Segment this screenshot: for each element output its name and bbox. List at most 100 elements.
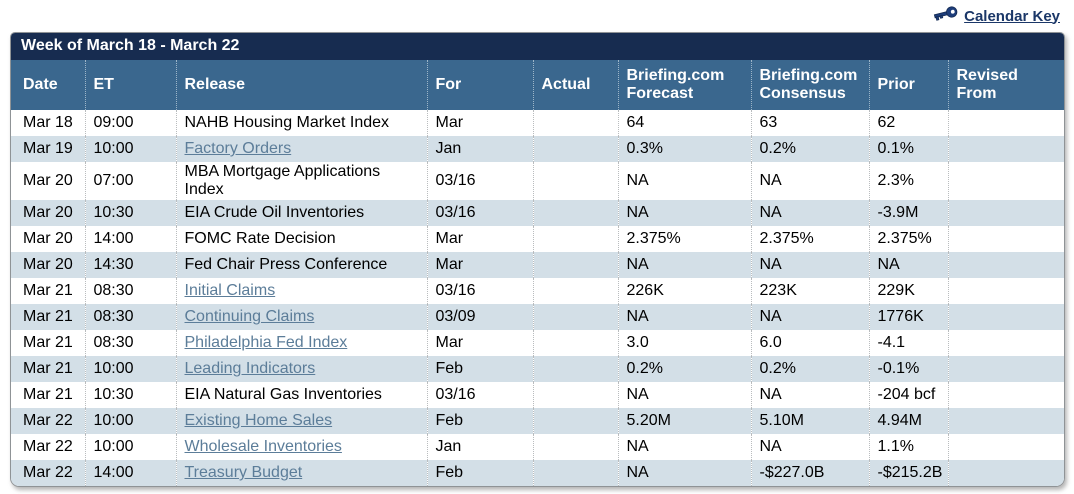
revised-cell xyxy=(948,434,1064,460)
et-cell: 14:00 xyxy=(85,460,177,486)
et-cell: 07:00 xyxy=(85,162,177,200)
prior-cell: -3.9M xyxy=(869,200,949,226)
consensus-cell: NA xyxy=(751,382,870,408)
forecast-cell: 226K xyxy=(618,278,752,304)
actual-cell xyxy=(533,278,619,304)
column-header: ET xyxy=(85,60,177,110)
date-cell: Mar 19 xyxy=(11,136,86,162)
for-cell: 03/16 xyxy=(427,278,534,304)
for-cell: 03/16 xyxy=(427,382,534,408)
release-link[interactable]: Existing Home Sales xyxy=(184,412,333,429)
actual-cell xyxy=(533,304,619,330)
forecast-cell: NA xyxy=(618,460,752,486)
release-cell: NAHB Housing Market Index xyxy=(176,110,428,136)
et-cell: 10:00 xyxy=(85,408,177,434)
revised-cell xyxy=(948,460,1064,486)
revised-cell xyxy=(948,252,1064,278)
for-cell: Jan xyxy=(427,136,534,162)
date-cell: Mar 21 xyxy=(11,356,86,382)
date-cell: Mar 21 xyxy=(11,278,86,304)
actual-cell xyxy=(533,460,619,486)
table-row: Mar 22 10:00 Existing Home Sales Feb 5.20M 5.… xyxy=(11,408,1064,434)
column-header: Actual xyxy=(533,60,619,110)
date-cell: Mar 20 xyxy=(11,252,86,278)
calendar-key-label: Calendar Key xyxy=(964,7,1060,25)
date-cell: Mar 20 xyxy=(11,226,86,252)
release-cell: FOMC Rate Decision xyxy=(176,226,428,252)
release-link[interactable]: Continuing Claims xyxy=(184,308,315,325)
date-cell: Mar 20 xyxy=(11,200,86,226)
for-cell: 03/16 xyxy=(427,162,534,200)
prior-cell: 229K xyxy=(869,278,949,304)
table-row: Mar 21 10:00 Leading Indicators Feb 0.2% 0.2%… xyxy=(11,356,1064,382)
for-cell: Mar xyxy=(427,110,534,136)
table-row: Mar 18 09:00 NAHB Housing Market Index Mar 6… xyxy=(11,110,1064,136)
calendar-key-link[interactable]: Calendar Key xyxy=(933,5,1060,27)
prior-cell: 2.375% xyxy=(869,226,949,252)
revised-cell xyxy=(948,356,1064,382)
forecast-cell: 0.3% xyxy=(618,136,752,162)
column-header: Date xyxy=(11,60,86,110)
column-header: Prior xyxy=(869,60,949,110)
release-cell: Factory Orders xyxy=(176,136,428,162)
actual-cell xyxy=(533,136,619,162)
et-cell: 10:00 xyxy=(85,434,177,460)
consensus-cell: NA xyxy=(751,162,870,200)
release-cell: Initial Claims xyxy=(176,278,428,304)
release-cell: Treasury Budget xyxy=(176,460,428,486)
for-cell: Mar xyxy=(427,330,534,356)
release-link[interactable]: Leading Indicators xyxy=(184,360,316,377)
prior-cell: -204 bcf xyxy=(869,382,949,408)
et-cell: 14:30 xyxy=(85,252,177,278)
release-cell: Fed Chair Press Conference xyxy=(176,252,428,278)
et-cell: 10:30 xyxy=(85,382,177,408)
consensus-cell: 223K xyxy=(751,278,870,304)
release-cell: MBA Mortgage Applications Index xyxy=(176,162,428,200)
actual-cell xyxy=(533,382,619,408)
release-link[interactable]: Factory Orders xyxy=(184,140,292,157)
release-link[interactable]: Treasury Budget xyxy=(184,464,303,481)
date-cell: Mar 21 xyxy=(11,330,86,356)
table-row: Mar 21 10:30 EIA Natural Gas Inventories 03… xyxy=(11,382,1064,408)
date-cell: Mar 22 xyxy=(11,408,86,434)
actual-cell xyxy=(533,226,619,252)
table-row: Mar 21 08:30 Continuing Claims 03/09 NA NA 177… xyxy=(11,304,1064,330)
actual-cell xyxy=(533,110,619,136)
forecast-cell: NA xyxy=(618,382,752,408)
release-link[interactable]: Philadelphia Fed Index xyxy=(184,334,348,351)
actual-cell xyxy=(533,356,619,382)
release-cell: Existing Home Sales xyxy=(176,408,428,434)
prior-cell: -$215.2B xyxy=(869,460,949,486)
table-row: Mar 20 14:30 Fed Chair Press Conference Mar… xyxy=(11,252,1064,278)
forecast-cell: NA xyxy=(618,200,752,226)
et-cell: 14:00 xyxy=(85,226,177,252)
consensus-cell: NA xyxy=(751,304,870,330)
for-cell: 03/09 xyxy=(427,304,534,330)
date-cell: Mar 21 xyxy=(11,304,86,330)
release-link[interactable]: Wholesale Inventories xyxy=(184,438,342,455)
forecast-cell: 3.0 xyxy=(618,330,752,356)
revised-cell xyxy=(948,278,1064,304)
column-header: Briefing.com Forecast xyxy=(618,60,752,110)
release-link[interactable]: Initial Claims xyxy=(184,282,276,299)
forecast-cell: NA xyxy=(618,162,752,200)
prior-cell: 1.1% xyxy=(869,434,949,460)
revised-cell xyxy=(948,162,1064,200)
revised-cell xyxy=(948,136,1064,162)
consensus-cell: NA xyxy=(751,434,870,460)
et-cell: 10:00 xyxy=(85,356,177,382)
table-row: Mar 21 08:30 Philadelphia Fed Index Mar 3.0 6… xyxy=(11,330,1064,356)
consensus-cell: NA xyxy=(751,252,870,278)
consensus-cell: -$227.0B xyxy=(751,460,870,486)
table-row: Mar 22 10:00 Wholesale Inventories Jan NA NA 1… xyxy=(11,434,1064,460)
date-cell: Mar 20 xyxy=(11,162,86,200)
release-cell: Continuing Claims xyxy=(176,304,428,330)
prior-cell: 4.94M xyxy=(869,408,949,434)
revised-cell xyxy=(948,110,1064,136)
release-cell: Leading Indicators xyxy=(176,356,428,382)
date-cell: Mar 18 xyxy=(11,110,86,136)
date-cell: Mar 21 xyxy=(11,382,86,408)
for-cell: Mar xyxy=(427,226,534,252)
et-cell: 10:00 xyxy=(85,136,177,162)
revised-cell xyxy=(948,330,1064,356)
